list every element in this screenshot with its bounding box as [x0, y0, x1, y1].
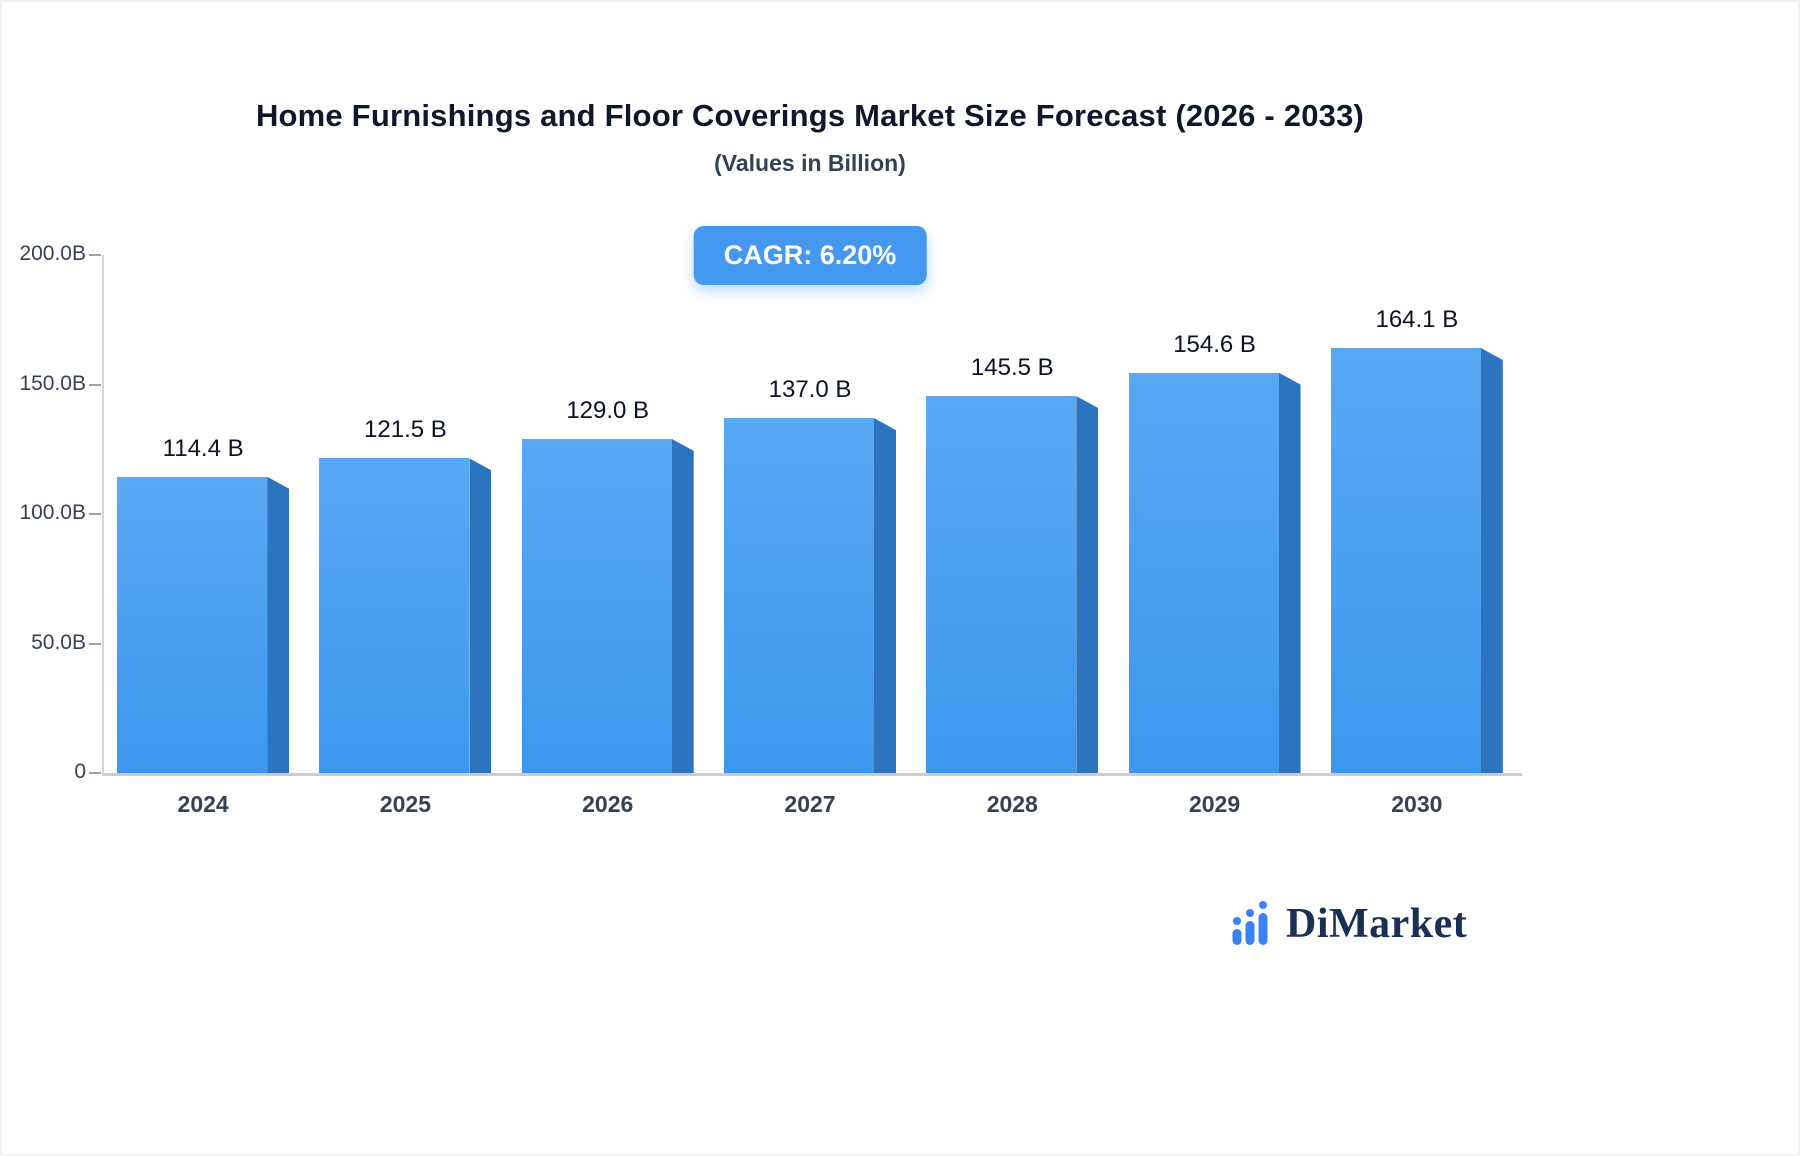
chart-title: Home Furnishings and Floor Coverings Mar…	[255, 98, 1365, 133]
bar-value-label: 145.5 B	[970, 354, 1054, 382]
bar-value-label: 114.4 B	[162, 434, 244, 462]
bar-2027[interactable]	[724, 418, 896, 773]
x-axis-line	[102, 773, 1522, 776]
y-axis-tick-mark	[89, 383, 101, 386]
bar-value-label: 129.0 B	[566, 396, 650, 424]
y-axis-tick-label: 0	[74, 760, 86, 783]
bar-face	[521, 438, 672, 773]
bar-face	[1128, 372, 1279, 773]
bar-value-label: 121.5 B	[364, 416, 447, 444]
y-axis-tick-mark	[89, 513, 101, 515]
y-axis-tick-mark	[89, 254, 101, 256]
bar-face	[926, 396, 1077, 773]
dimarket-logo-icon	[1232, 901, 1268, 945]
bar-2030[interactable]	[1330, 347, 1503, 773]
bar-face	[1330, 347, 1481, 773]
bar-side	[267, 476, 290, 773]
bar-2024[interactable]	[117, 476, 290, 773]
bar-side	[1278, 372, 1301, 773]
x-axis-label: 2028	[986, 791, 1038, 817]
x-axis-label: 2026	[582, 791, 634, 817]
bar-side	[671, 438, 694, 773]
bar-side	[874, 418, 896, 773]
y-axis-tick-label: 200.0B	[19, 242, 86, 265]
x-axis-label: 2030	[1391, 791, 1443, 817]
brand-name: DiMarket	[1286, 901, 1468, 947]
bar-face	[319, 458, 470, 773]
brand-logo: DiMarket	[1230, 900, 1467, 948]
cagr-badge: CAGR: 6.20%	[693, 226, 927, 285]
bar-face	[117, 476, 268, 773]
y-axis-tick-label: 100.0B	[19, 501, 86, 524]
chart-subtitle: (Values in Billion)	[714, 150, 906, 176]
x-axis-label: 2025	[379, 791, 431, 817]
bar-2029[interactable]	[1128, 372, 1301, 773]
bar-value-label: 164.1 B	[1375, 305, 1459, 333]
x-axis-label: 2024	[177, 791, 229, 817]
y-axis-tick-label: 50.0B	[31, 630, 86, 654]
x-axis-label: 2029	[1188, 791, 1241, 817]
y-axis-tick-label: 150.0B	[19, 371, 86, 395]
y-axis-line	[102, 255, 104, 773]
x-axis-label: 2027	[784, 791, 836, 817]
bar-2026[interactable]	[521, 438, 694, 773]
bar-value-label: 137.0 B	[768, 376, 852, 404]
bar-face	[724, 418, 874, 773]
bar-side	[1076, 396, 1099, 773]
bar-2028[interactable]	[926, 396, 1099, 773]
bar-2025[interactable]	[319, 458, 492, 773]
bar-value-label: 154.6 B	[1173, 330, 1256, 358]
bar-side	[469, 458, 492, 773]
y-axis-tick-mark	[89, 642, 101, 645]
y-axis-tick-mark	[89, 772, 101, 774]
bar-side	[1480, 347, 1503, 773]
